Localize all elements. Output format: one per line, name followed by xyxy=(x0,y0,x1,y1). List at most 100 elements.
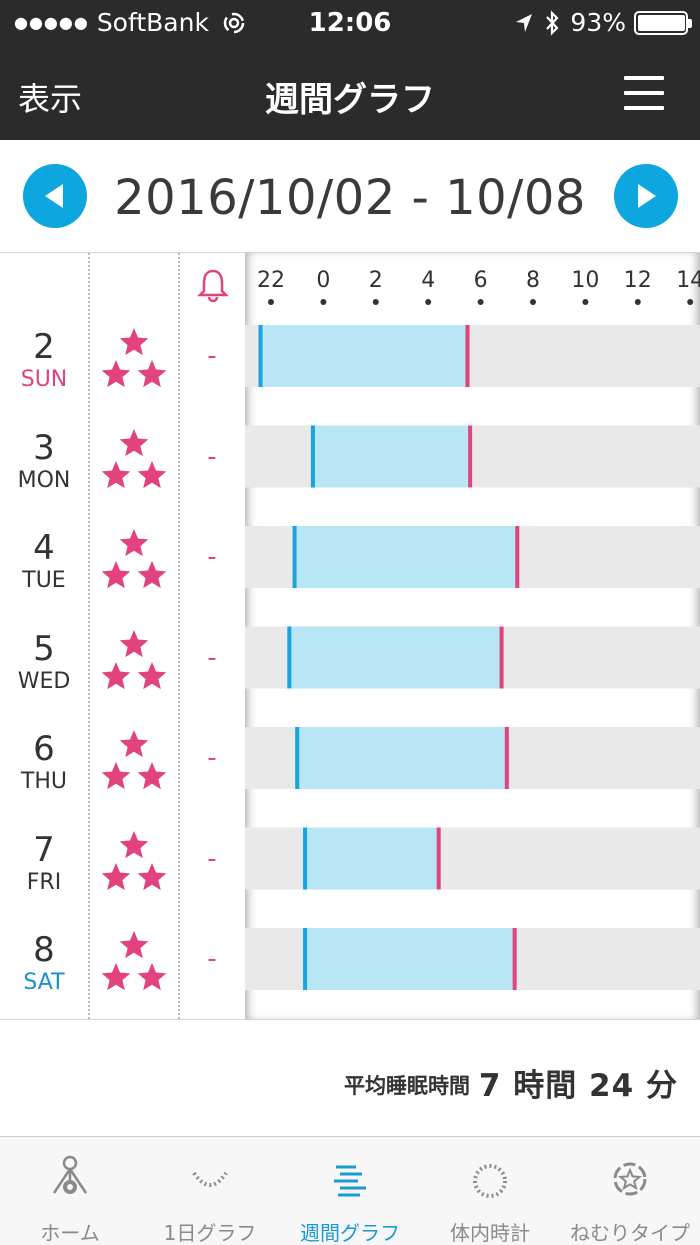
signal-strength: ●●●●● xyxy=(14,13,89,32)
sleep-bar[interactable] xyxy=(312,425,471,488)
tab-label: 1日グラフ xyxy=(163,1221,257,1245)
star-icon xyxy=(137,561,167,589)
star-icon xyxy=(119,931,149,959)
star-icon xyxy=(137,862,167,890)
tab-label: 週間グラフ xyxy=(300,1221,400,1245)
wake-marker xyxy=(465,325,470,387)
average-sleep-label: 平均睡眠時間 xyxy=(344,1074,470,1098)
column-divider xyxy=(178,253,180,1019)
star-icon xyxy=(119,328,149,356)
day-row: 2 SUN - xyxy=(0,319,245,419)
alarm-value: - xyxy=(207,843,217,874)
day-name: WED xyxy=(17,668,71,694)
star-icon xyxy=(119,428,149,456)
sleep-bar[interactable] xyxy=(305,827,439,890)
star-icon xyxy=(101,963,131,991)
sleep-bar[interactable] xyxy=(289,626,502,689)
hour-tick-dot xyxy=(372,299,379,305)
sleep-bar[interactable] xyxy=(305,928,515,990)
hour-tick-label: 4 xyxy=(421,268,435,293)
triangle-left-icon xyxy=(45,184,63,208)
previous-week-button[interactable] xyxy=(23,164,87,228)
body-clock-icon xyxy=(473,1164,507,1198)
sleep-start-marker xyxy=(310,425,315,488)
triangle-right-icon xyxy=(638,184,656,208)
hour-tick-label: 8 xyxy=(526,268,540,293)
hour-tick-dot xyxy=(530,299,536,305)
day-name: SAT xyxy=(23,970,65,995)
tab-weekly-graph[interactable]: 週間グラフ xyxy=(280,1137,420,1245)
day-row: 4 TUE - xyxy=(0,520,245,620)
star-icon xyxy=(137,762,167,790)
display-button[interactable]: 表示 xyxy=(18,80,83,118)
tab-daily-graph[interactable]: 1日グラフ xyxy=(140,1137,280,1245)
star-icon xyxy=(119,830,149,858)
sleep-start-marker xyxy=(258,325,263,387)
wifi-icon xyxy=(223,12,245,33)
tab-sleep-type[interactable]: ねむりタイプ xyxy=(560,1137,700,1245)
status-left: ●●●●● SoftBank xyxy=(14,8,249,37)
status-right: 93% xyxy=(514,8,692,37)
weekly-sleep-table: 2 SUN -3 MON -4 TUE -5 WED -6 THU -7 FRI -8 SAT - 22 0 2… xyxy=(0,252,700,1020)
star-icon xyxy=(119,629,149,657)
sleep-start-marker xyxy=(303,928,308,990)
battery-fill xyxy=(638,14,685,31)
sleep-start-marker xyxy=(292,526,297,588)
day-number: 5 xyxy=(33,628,55,669)
weekly-graph-icon xyxy=(334,1165,366,1197)
hour-tick-label: 22 xyxy=(257,268,285,293)
day-row: 7 FRI - xyxy=(0,822,245,922)
battery-icon xyxy=(634,10,692,35)
day-name: FRI xyxy=(26,869,62,895)
sleep-chart-svg: 22 0 2 4 6 8 10 12 14 xyxy=(245,268,700,990)
sleep-rating-stars xyxy=(101,428,167,488)
day-row: 3 MON - xyxy=(0,420,245,520)
next-week-button[interactable] xyxy=(614,164,678,228)
tab-home[interactable]: ホーム xyxy=(0,1137,140,1245)
sleep-rating-stars xyxy=(101,830,167,890)
hour-tick-dot xyxy=(268,299,274,305)
star-icon xyxy=(137,661,167,689)
hour-tick-label: 2 xyxy=(369,268,383,293)
home-person-icon xyxy=(52,1155,88,1194)
daily-graph-icon xyxy=(192,1171,228,1187)
day-name: THU xyxy=(20,769,68,794)
wake-marker xyxy=(515,526,520,588)
clock: 12:06 xyxy=(308,8,392,38)
sleep-rating-stars xyxy=(101,730,167,790)
sleep-rating-stars xyxy=(101,629,167,689)
day-number: 8 xyxy=(33,930,55,970)
hour-tick-dot xyxy=(425,299,432,305)
battery-percent: 93% xyxy=(570,8,626,37)
sleep-start-marker xyxy=(295,727,300,789)
hour-tick-label: 10 xyxy=(571,268,599,293)
tab-body-clock[interactable]: 体内時計 xyxy=(420,1137,560,1245)
tab-label: 体内時計 xyxy=(450,1221,530,1245)
hour-tick-label: 6 xyxy=(474,268,488,293)
day-number: 3 xyxy=(33,427,55,468)
sleep-bar[interactable] xyxy=(297,727,507,789)
page-title: 週間グラフ xyxy=(265,80,435,120)
sleep-rating-stars xyxy=(101,529,167,589)
sleep-bar[interactable] xyxy=(260,325,468,387)
average-sleep-value: 7 時間 24 分 xyxy=(478,1068,678,1104)
day-number: 6 xyxy=(33,729,55,769)
day-number: 7 xyxy=(33,829,55,870)
hour-tick-dot xyxy=(634,299,641,305)
sleep-rating-stars xyxy=(101,328,167,388)
star-icon xyxy=(137,460,167,488)
alarm-value: - xyxy=(207,341,217,371)
hamburger-icon[interactable] xyxy=(624,76,664,110)
alarm-value: - xyxy=(207,944,217,974)
sleep-bar[interactable] xyxy=(294,526,518,588)
day-name: MON xyxy=(17,467,71,493)
column-divider xyxy=(88,253,90,1019)
day-row: 8 SAT - xyxy=(0,922,245,1022)
star-icon xyxy=(101,762,131,790)
tab-label: ホーム xyxy=(40,1221,100,1245)
day-name: SUN xyxy=(20,367,68,392)
hour-tick-label: 0 xyxy=(316,268,330,293)
wake-marker xyxy=(499,626,504,689)
hour-tick-dot xyxy=(687,299,694,305)
sleep-type-icon xyxy=(613,1162,647,1196)
